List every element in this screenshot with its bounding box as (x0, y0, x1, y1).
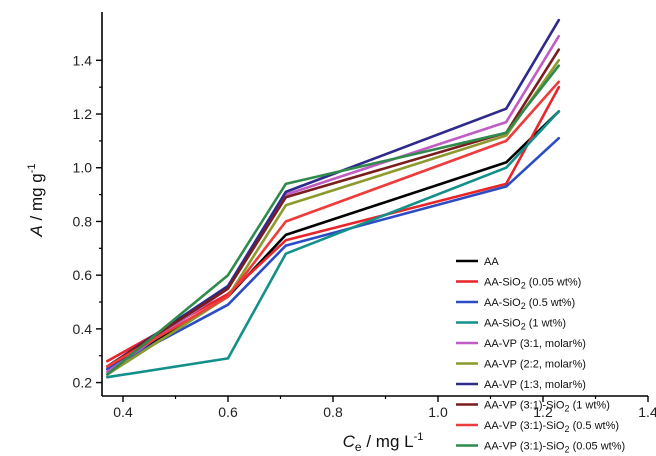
series-line-4 (106, 110, 561, 379)
ticks: 0.4 0.6 0.8 1.0 1.2 1.4 0.2 0.4 0.6 0.8 1.0 1.2 1.4 (73, 52, 656, 420)
axes (101, 12, 648, 397)
y-tick-label: 0.6 (73, 267, 93, 283)
legend-label-5: AA-VP (3:1, molar%) (484, 338, 586, 350)
legend: AA AA-SiO2 (0.05 wt%) AA-SiO2 (0.5 wt%) AA-… (456, 256, 625, 455)
series-line-10 (106, 64, 561, 376)
series-line-5 (106, 34, 561, 374)
legend-label-2: AA-SiO2 (0.05 wt%) (484, 277, 581, 291)
y-tick-label: 0.8 (73, 213, 93, 229)
x-tick-label: 0.4 (113, 404, 133, 420)
legend-label-3: AA-SiO2 (0.5 wt%) (484, 297, 575, 311)
legend-label-1: AA (484, 256, 499, 268)
x-tick-label: 1.4 (638, 404, 656, 420)
y-axis-title: A / mg g-1 (26, 163, 46, 237)
x-tick-label: 0.6 (218, 404, 238, 420)
series-lines (106, 18, 561, 379)
y-tick-label: 0.2 (73, 375, 93, 391)
legend-label-9: AA-VP (3:1)-SiO2 (0.5 wt%) (484, 420, 619, 434)
y-tick-label: 0.4 (73, 321, 93, 337)
x-tick-label: 1.0 (428, 404, 448, 420)
x-tick-label: 1.2 (533, 404, 553, 420)
y-tick-label: 1.2 (73, 106, 93, 122)
legend-label-8: AA-VP (3:1)-SiO2 (1 wt%) (484, 400, 610, 414)
series-line-7 (106, 18, 561, 368)
x-tick-label: 0.8 (323, 404, 343, 420)
legend-label-4: AA-SiO2 (1 wt%) (484, 318, 566, 332)
x-axis-title: Ce / mg L-1 (343, 431, 424, 454)
series-line-3 (106, 136, 561, 371)
legend-label-7: AA-VP (1:3, molar%) (484, 379, 586, 391)
y-tick-label: 1.4 (73, 52, 93, 68)
series-line-9 (106, 80, 561, 368)
legend-label-10: AA-VP (3:1)-SiO2 (0.05 wt%) (484, 441, 625, 455)
legend-label-6: AA-VP (2:2, molar%) (484, 359, 586, 371)
series-line-8 (106, 48, 561, 368)
y-tick-label: 1.0 (73, 160, 93, 176)
